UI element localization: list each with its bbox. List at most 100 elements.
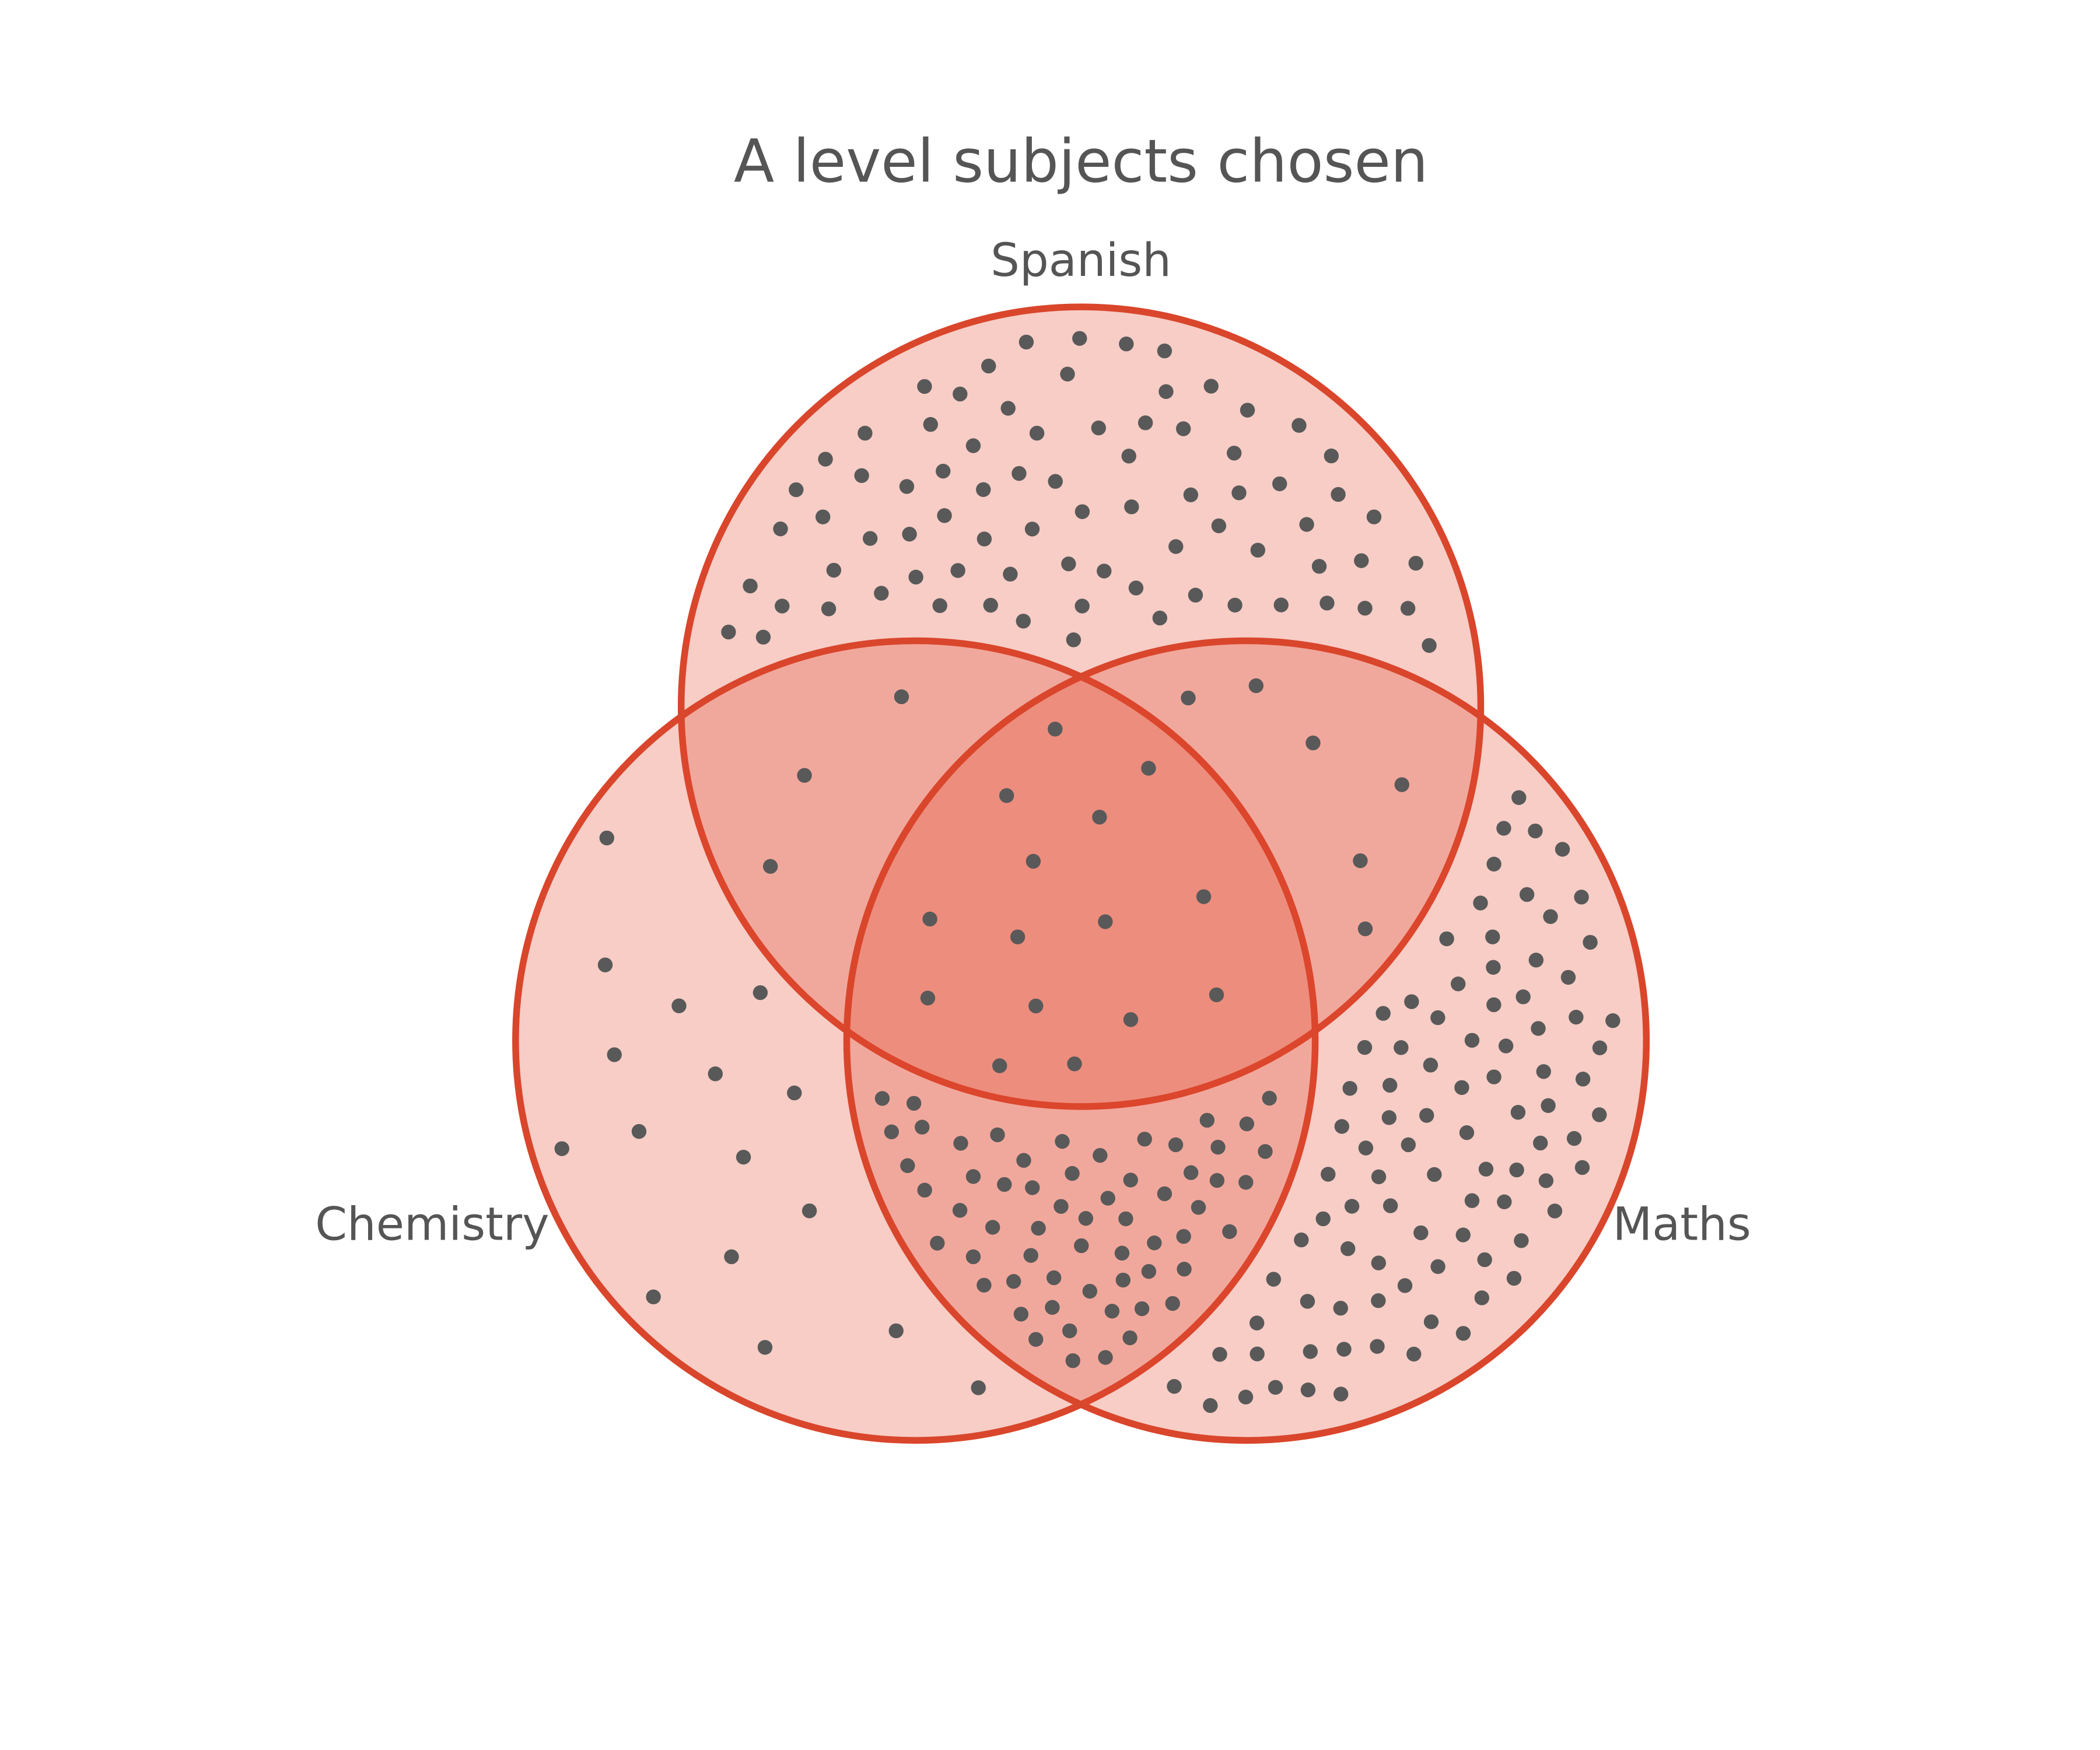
dot-spanish-chemistry-maths xyxy=(1141,761,1156,776)
set-labels: Spanish Chemistry Maths xyxy=(315,233,1751,1251)
dot-maths xyxy=(1203,1398,1218,1413)
dot-spanish xyxy=(899,479,915,494)
dots-layer xyxy=(554,331,1620,1413)
dot-spanish xyxy=(1124,499,1139,514)
dot-chemistry-maths xyxy=(1199,1112,1214,1128)
dot-spanish xyxy=(1354,553,1369,568)
dot-chemistry-maths xyxy=(1031,1220,1046,1236)
dot-spanish xyxy=(1231,485,1247,501)
dot-spanish xyxy=(1211,518,1227,534)
dot-chemistry-maths xyxy=(1141,1264,1157,1279)
dot-spanish xyxy=(1273,597,1289,612)
dot-spanish xyxy=(1357,600,1373,616)
dot-chemistry-maths xyxy=(1157,1186,1172,1202)
dot-maths xyxy=(1340,1241,1356,1256)
dot-spanish xyxy=(818,452,833,467)
dot-spanish-chemistry-maths xyxy=(1067,1056,1082,1072)
dot-spanish xyxy=(1152,610,1167,626)
dot-chemistry-maths xyxy=(1054,1199,1069,1214)
dot-spanish xyxy=(981,358,996,374)
dot-spanish xyxy=(1272,476,1287,492)
dot-chemistry-maths xyxy=(1115,1272,1130,1288)
dot-spanish xyxy=(821,601,836,617)
dot-spanish xyxy=(932,598,947,613)
dot-maths xyxy=(1531,1021,1546,1036)
dot-chemistry xyxy=(752,985,768,1000)
dot-maths xyxy=(1423,1058,1438,1073)
set-label-maths: Maths xyxy=(1613,1197,1751,1251)
dot-spanish xyxy=(1029,425,1045,441)
dot-chemistry-maths xyxy=(1118,1211,1133,1227)
dot-maths xyxy=(1333,1300,1348,1316)
dot-chemistry-maths xyxy=(1239,1116,1255,1132)
dot-spanish xyxy=(908,569,923,584)
dot-maths xyxy=(1300,1382,1316,1398)
dot-maths xyxy=(1583,935,1598,950)
dot-chemistry-maths xyxy=(1137,1132,1152,1147)
dot-spanish xyxy=(854,468,869,483)
dot-spanish xyxy=(1097,564,1112,579)
dot-spanish-chemistry-maths xyxy=(992,1058,1007,1073)
dot-chemistry-maths xyxy=(1262,1090,1277,1106)
dot-spanish xyxy=(1012,466,1027,481)
dot-maths xyxy=(1605,1013,1620,1028)
dot-chemistry-maths xyxy=(1258,1144,1273,1159)
dot-maths xyxy=(1464,1193,1480,1208)
dot-spanish xyxy=(743,578,758,594)
dot-chemistry xyxy=(599,830,614,846)
dot-spanish xyxy=(1074,598,1090,614)
dot-maths xyxy=(1533,1135,1548,1151)
dot-spanish xyxy=(775,598,790,614)
dot-maths xyxy=(1473,895,1488,911)
dot-maths xyxy=(1212,1347,1227,1362)
dot-chemistry-maths xyxy=(1104,1304,1120,1319)
dot-spanish-chemistry-maths xyxy=(1048,722,1063,737)
dot-maths xyxy=(1371,1169,1387,1185)
dot-chemistry-maths xyxy=(1023,1248,1038,1263)
dot-chemistry-maths xyxy=(1025,1180,1040,1195)
dot-spanish xyxy=(1299,517,1314,532)
dot-chemistry-maths xyxy=(1065,1353,1080,1368)
dot-chemistry-maths xyxy=(1065,1166,1080,1181)
dot-spanish-chemistry-maths xyxy=(1028,998,1044,1014)
dot-chemistry-maths xyxy=(965,1169,981,1184)
dot-spanish xyxy=(1227,446,1242,461)
dot-spanish-chemistry-maths xyxy=(920,991,936,1006)
dot-spanish xyxy=(1408,555,1423,571)
dot-chemistry xyxy=(607,1047,622,1062)
dot-spanish xyxy=(1422,638,1437,653)
dot-chemistry-maths xyxy=(1062,1323,1077,1339)
dot-maths xyxy=(1167,1379,1182,1394)
dot-maths xyxy=(1419,1108,1434,1123)
dot-spanish-chemistry-maths xyxy=(999,788,1014,803)
dot-maths xyxy=(1394,1040,1409,1055)
dot-spanish-maths xyxy=(1306,735,1321,751)
dot-maths xyxy=(1592,1107,1607,1122)
dot-maths xyxy=(1376,1006,1391,1021)
set-circle-spanish xyxy=(677,303,1485,1110)
dot-spanish xyxy=(1048,474,1063,489)
dot-chemistry-maths xyxy=(900,1158,915,1173)
dot-maths xyxy=(1566,1130,1582,1146)
dot-chemistry-maths xyxy=(1147,1236,1162,1251)
dot-maths xyxy=(1528,823,1543,839)
dot-spanish xyxy=(1168,539,1184,554)
dot-spanish xyxy=(977,531,992,547)
dot-spanish-chemistry-maths xyxy=(922,911,937,927)
dot-maths xyxy=(1569,1010,1584,1025)
dot-spanish xyxy=(1091,420,1106,436)
dot-spanish-maths xyxy=(1357,921,1373,936)
dot-spanish xyxy=(789,482,804,498)
dot-spanish xyxy=(1157,343,1172,359)
dot-maths xyxy=(1294,1232,1309,1248)
dot-chemistry-maths xyxy=(1209,1172,1225,1188)
dot-spanish xyxy=(1003,566,1018,582)
dot-maths xyxy=(1541,1098,1556,1113)
dot-spanish xyxy=(1183,487,1199,502)
dot-spanish xyxy=(826,562,842,578)
dot-spanish-chemistry-maths xyxy=(1092,810,1107,825)
dot-maths xyxy=(1430,1259,1446,1274)
dot-maths xyxy=(1303,1344,1318,1359)
dot-spanish xyxy=(1240,402,1255,418)
